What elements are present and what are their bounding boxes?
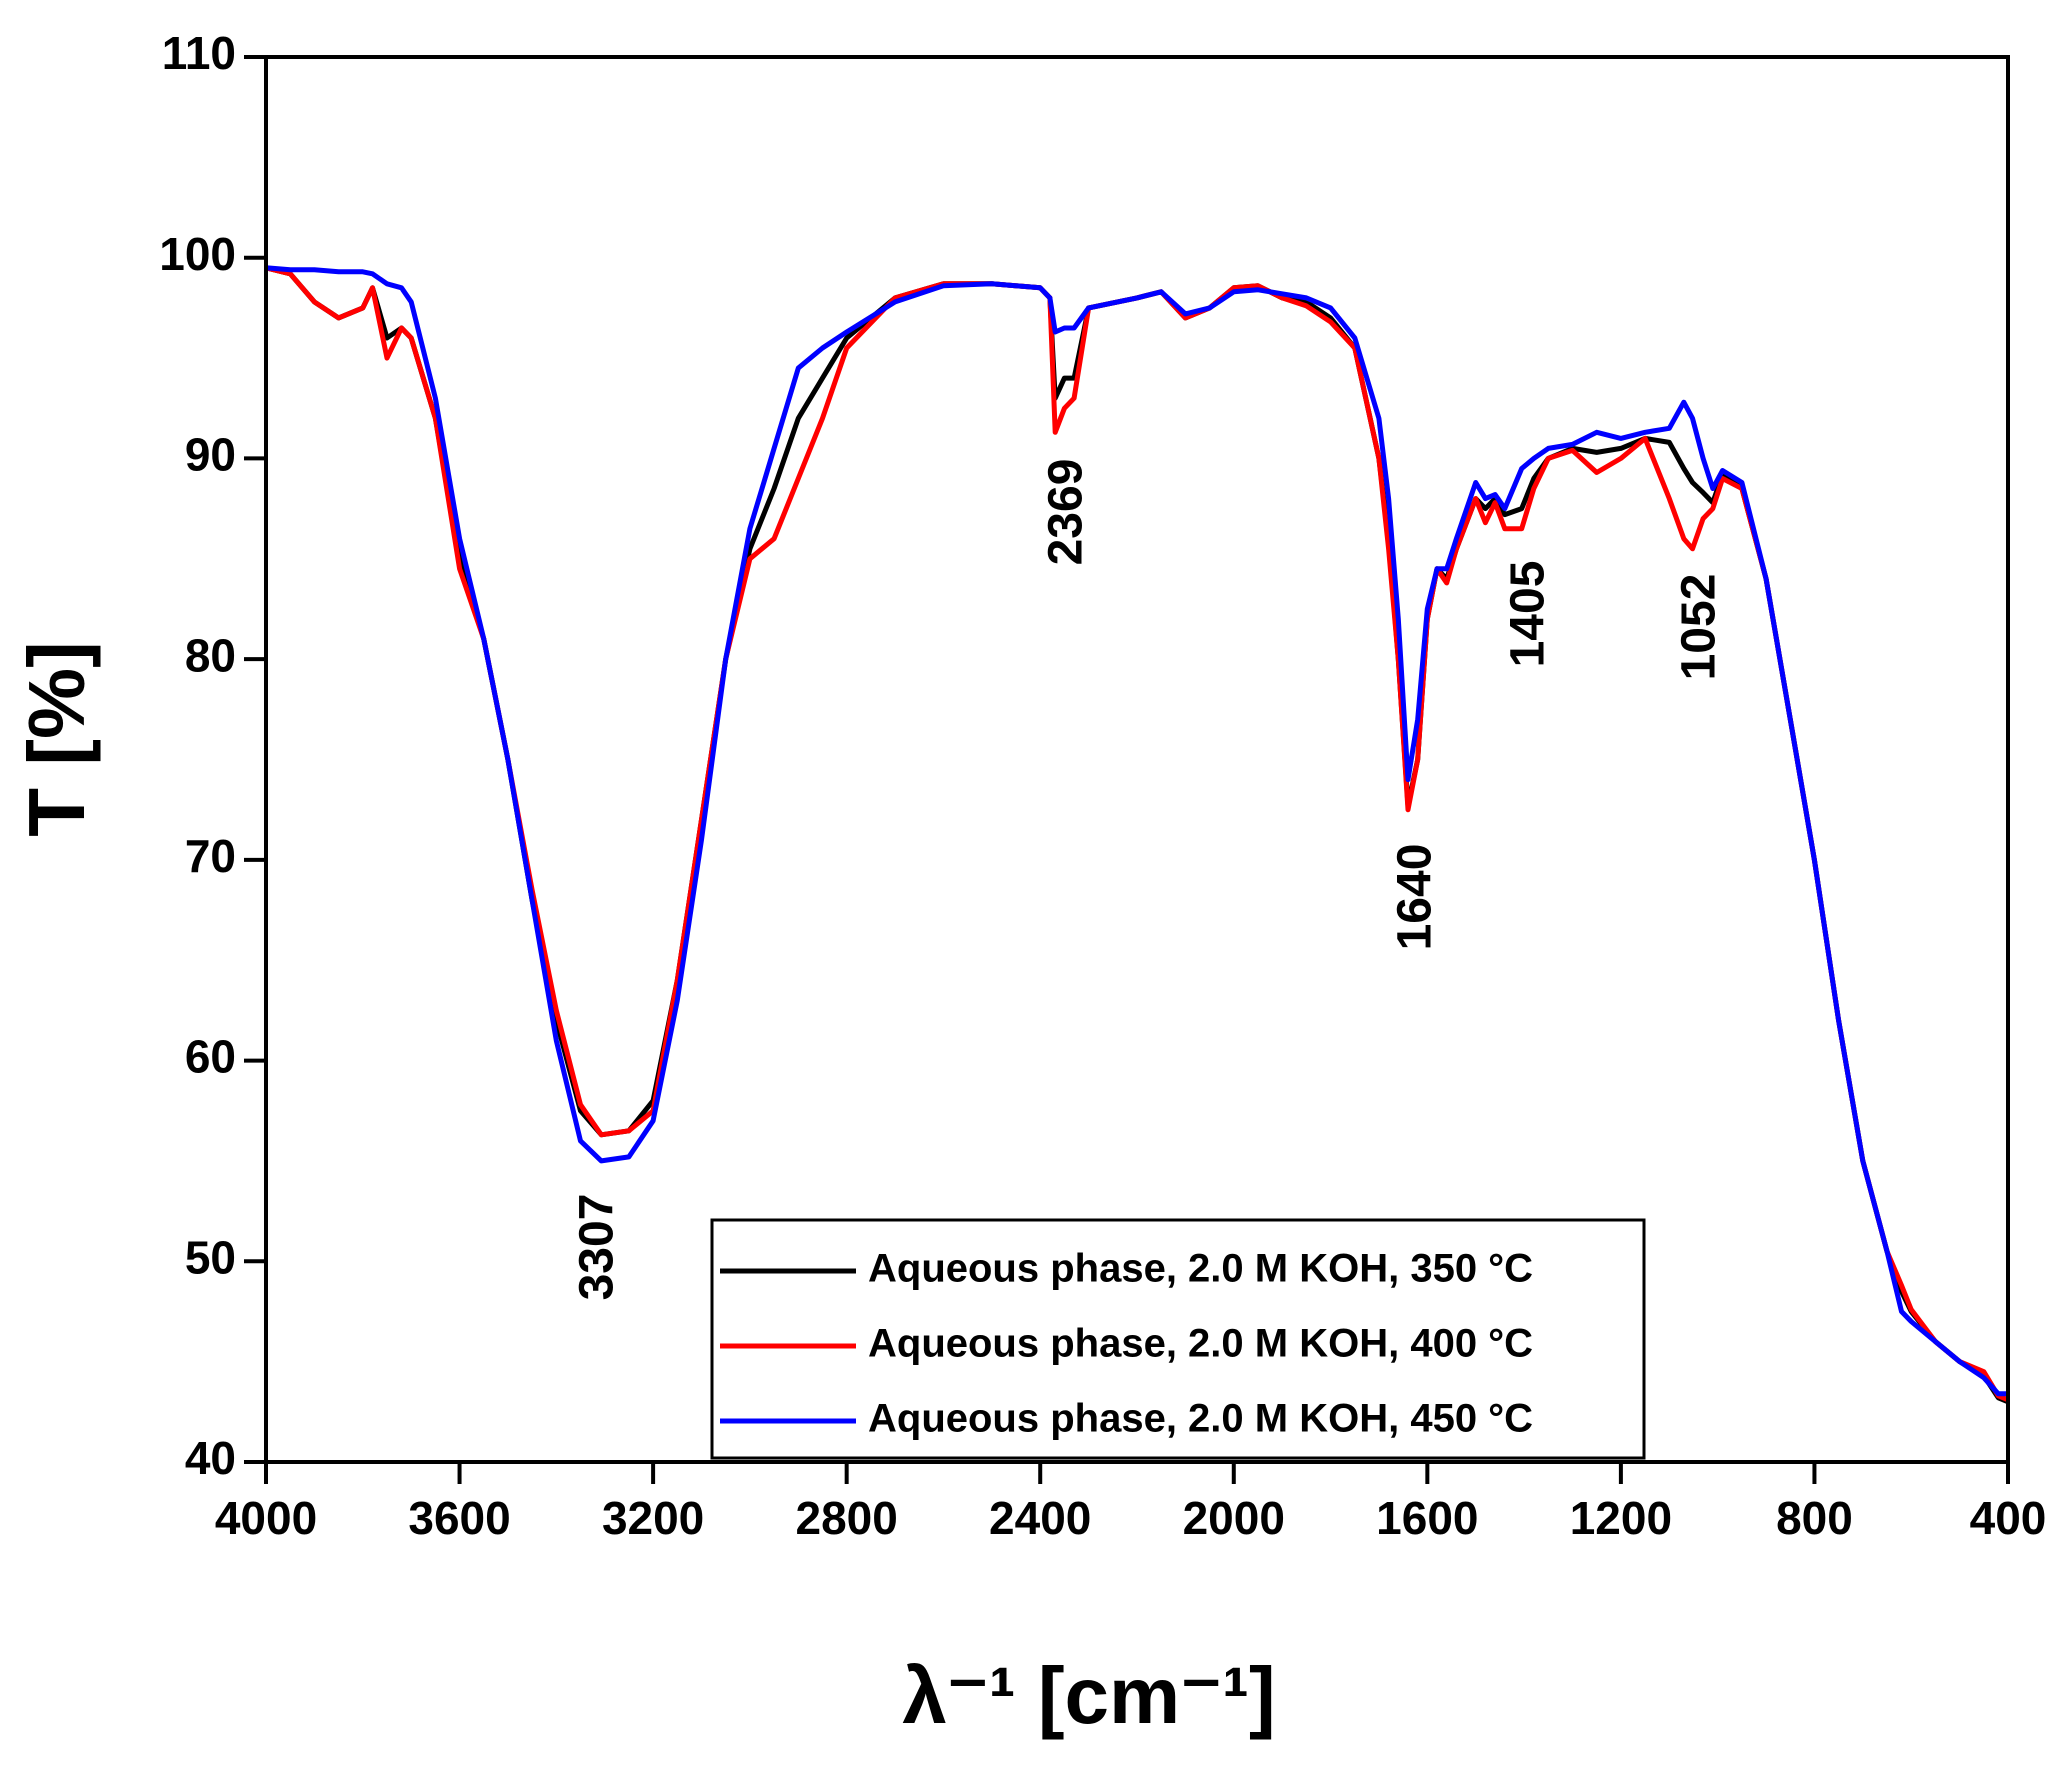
plot-frame: [264, 55, 2010, 1464]
data-line: [265, 265, 2008, 1397]
x-tick-label: 3600: [408, 1492, 510, 1544]
x-tick-label: 2800: [795, 1492, 897, 1544]
peak-label: 1052: [1673, 574, 1726, 681]
legend-box: [710, 1218, 1646, 1460]
peak-label: 1405: [1502, 561, 1555, 668]
data-line: [265, 265, 2009, 1403]
y-tick-label: 110: [162, 27, 236, 79]
x-tick-label: 2400: [989, 1492, 1091, 1544]
x-tick-label: 800: [1776, 1492, 1853, 1544]
x-tick-label: 400: [1970, 1492, 2047, 1544]
peak-label: 3307: [571, 1194, 624, 1301]
y-axis-title: T [%]: [12, 641, 101, 837]
x-tick-label: 1600: [1376, 1492, 1478, 1544]
x-tick-label: 4000: [215, 1492, 317, 1544]
x-tick-label: 3200: [602, 1492, 704, 1544]
x-tick-label: 1200: [1570, 1492, 1672, 1544]
y-tick-label: 40: [185, 1432, 236, 1484]
legend-label: Aqueous phase, 2.0 M KOH, 400 °C: [868, 1322, 1533, 1366]
peak-label: 1640: [1389, 844, 1442, 951]
y-tick-label: 90: [185, 429, 236, 481]
x-axis-title: λ⁻¹ [cm⁻¹]: [902, 1651, 1275, 1740]
legend-label: Aqueous phase, 2.0 M KOH, 450 °C: [868, 1397, 1533, 1441]
y-tick-label: 80: [185, 629, 236, 681]
y-tick-label: 100: [159, 228, 236, 280]
y-tick-label: 70: [185, 830, 236, 882]
y-tick-label: 60: [185, 1031, 236, 1083]
x-tick-label: 2000: [1183, 1492, 1285, 1544]
peak-label: 2369: [1040, 459, 1093, 566]
y-tick-label: 50: [185, 1231, 236, 1283]
legend-label: Aqueous phase, 2.0 M KOH, 350 °C: [868, 1247, 1533, 1291]
